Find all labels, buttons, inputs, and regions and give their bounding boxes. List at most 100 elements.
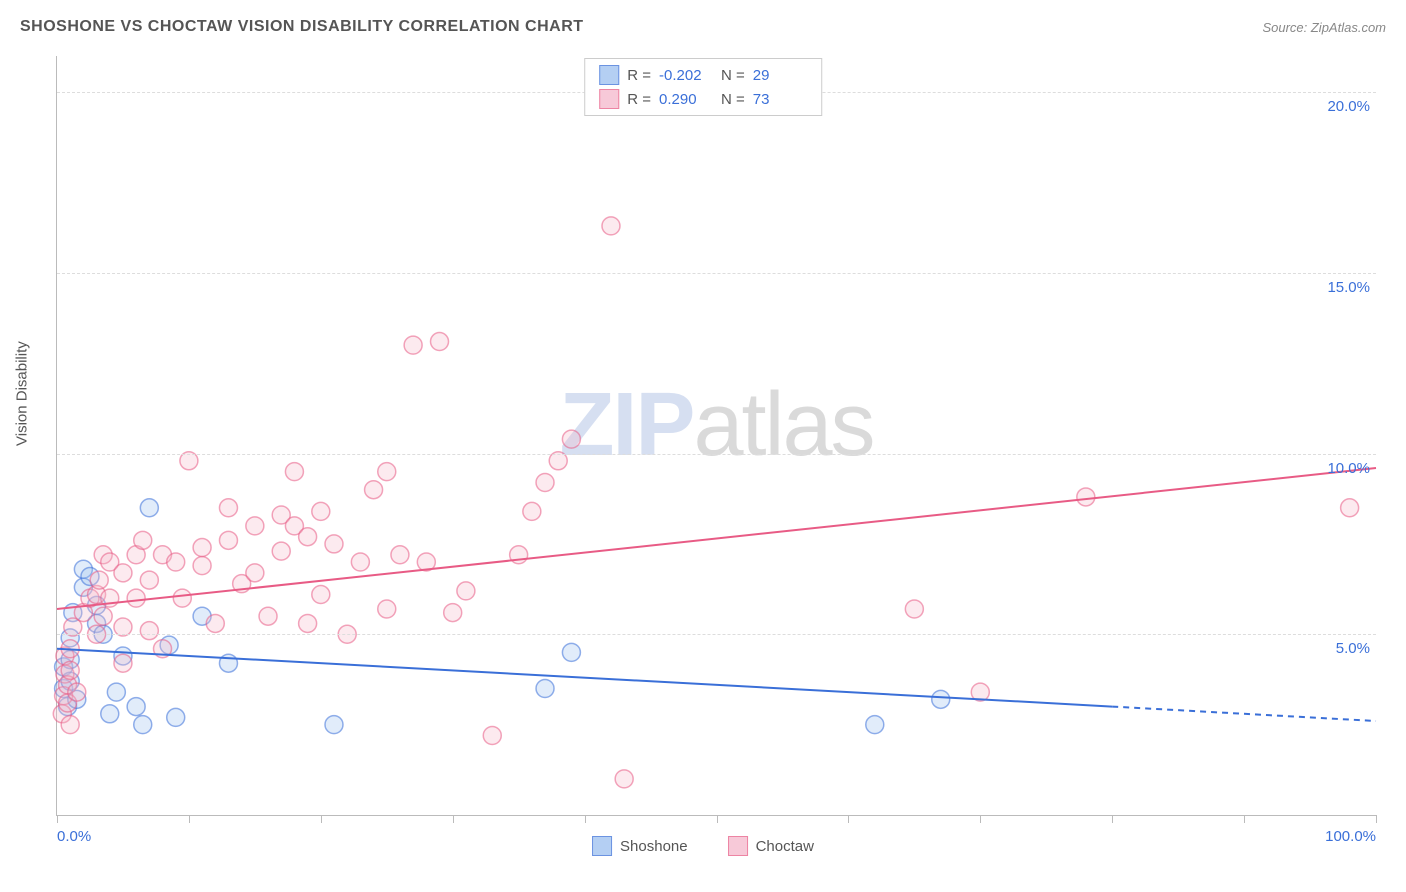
y-tick-label: 5.0% <box>1336 640 1376 657</box>
x-tick <box>980 815 981 823</box>
legend-swatch <box>728 836 748 856</box>
scatter-point <box>246 517 264 535</box>
n-label: N = <box>721 91 745 108</box>
scatter-point <box>866 716 884 734</box>
scatter-point <box>167 708 185 726</box>
y-tick-label: 15.0% <box>1327 279 1376 296</box>
scatter-point <box>193 557 211 575</box>
scatter-point <box>325 716 343 734</box>
scatter-point <box>127 698 145 716</box>
scatter-point <box>127 589 145 607</box>
plot-area: ZIPatlas 5.0%10.0%15.0%20.0%0.0%100.0% <box>56 56 1376 816</box>
scatter-point <box>1341 499 1359 517</box>
trend-line-extrapolated <box>1112 707 1376 721</box>
scatter-point <box>107 683 125 701</box>
x-tick <box>321 815 322 823</box>
grid-line <box>57 454 1376 455</box>
x-tick <box>1244 815 1245 823</box>
scatter-point <box>562 643 580 661</box>
scatter-point <box>905 600 923 618</box>
x-tick <box>189 815 190 823</box>
scatter-point <box>325 535 343 553</box>
scatter-point <box>312 502 330 520</box>
x-tick <box>848 815 849 823</box>
grid-line <box>57 273 1376 274</box>
chart-svg <box>57 56 1376 815</box>
scatter-point <box>90 571 108 589</box>
scatter-point <box>140 622 158 640</box>
scatter-point <box>562 430 580 448</box>
correlation-legend-row: R = -0.202 N = 29 <box>599 63 807 87</box>
trend-line <box>57 468 1376 609</box>
scatter-point <box>246 564 264 582</box>
scatter-point <box>94 607 112 625</box>
x-tick <box>453 815 454 823</box>
r-value: -0.202 <box>659 67 713 84</box>
scatter-point <box>68 683 86 701</box>
r-value: 0.290 <box>659 91 713 108</box>
scatter-point <box>431 333 449 351</box>
scatter-point <box>193 539 211 557</box>
series-legend-label: Choctaw <box>756 838 814 855</box>
scatter-point <box>61 716 79 734</box>
scatter-point <box>351 553 369 571</box>
x-tick <box>1376 815 1377 823</box>
scatter-point <box>457 582 475 600</box>
r-label: R = <box>627 67 651 84</box>
scatter-point <box>173 589 191 607</box>
scatter-point <box>404 336 422 354</box>
x-tick <box>585 815 586 823</box>
series-legend-label: Shoshone <box>620 838 688 855</box>
x-tick <box>57 815 58 823</box>
scatter-point <box>285 463 303 481</box>
scatter-point <box>272 542 290 560</box>
scatter-point <box>365 481 383 499</box>
scatter-point <box>140 499 158 517</box>
scatter-point <box>483 726 501 744</box>
y-tick-label: 10.0% <box>1327 460 1376 477</box>
scatter-point <box>259 607 277 625</box>
legend-swatch <box>599 65 619 85</box>
scatter-point <box>134 531 152 549</box>
scatter-point <box>1077 488 1095 506</box>
scatter-point <box>206 614 224 632</box>
series-legend: Shoshone Choctaw <box>592 836 814 856</box>
scatter-point <box>61 661 79 679</box>
x-tick-label: 0.0% <box>57 828 91 845</box>
scatter-point <box>615 770 633 788</box>
scatter-point <box>391 546 409 564</box>
scatter-point <box>378 600 396 618</box>
scatter-point <box>114 654 132 672</box>
correlation-legend-row: R =0.290N =73 <box>599 87 807 111</box>
scatter-point <box>312 586 330 604</box>
legend-swatch <box>599 89 619 109</box>
trend-line <box>57 649 1112 707</box>
scatter-point <box>536 473 554 491</box>
scatter-point <box>219 499 237 517</box>
scatter-point <box>444 604 462 622</box>
scatter-point <box>140 571 158 589</box>
legend-swatch <box>592 836 612 856</box>
x-tick <box>1112 815 1113 823</box>
n-value: 29 <box>753 67 807 84</box>
scatter-point <box>101 705 119 723</box>
grid-line <box>57 634 1376 635</box>
x-tick-label: 100.0% <box>1325 828 1376 845</box>
correlation-legend: R =-0.202N =29R =0.290N =73 <box>584 58 822 116</box>
series-legend-item: Shoshone <box>592 836 688 856</box>
r-label: R = <box>627 91 651 108</box>
n-label: N = <box>721 67 745 84</box>
scatter-point <box>114 564 132 582</box>
source-attribution: Source: ZipAtlas.com <box>1262 20 1386 35</box>
scatter-point <box>932 690 950 708</box>
scatter-point <box>219 531 237 549</box>
scatter-point <box>523 502 541 520</box>
series-legend-item: Choctaw <box>728 836 814 856</box>
scatter-point <box>378 463 396 481</box>
x-tick <box>717 815 718 823</box>
scatter-point <box>167 553 185 571</box>
y-axis-title: Vision Disability <box>14 341 31 446</box>
chart-title: SHOSHONE VS CHOCTAW VISION DISABILITY CO… <box>20 18 584 36</box>
scatter-point <box>299 528 317 546</box>
y-tick-label: 20.0% <box>1327 98 1376 115</box>
